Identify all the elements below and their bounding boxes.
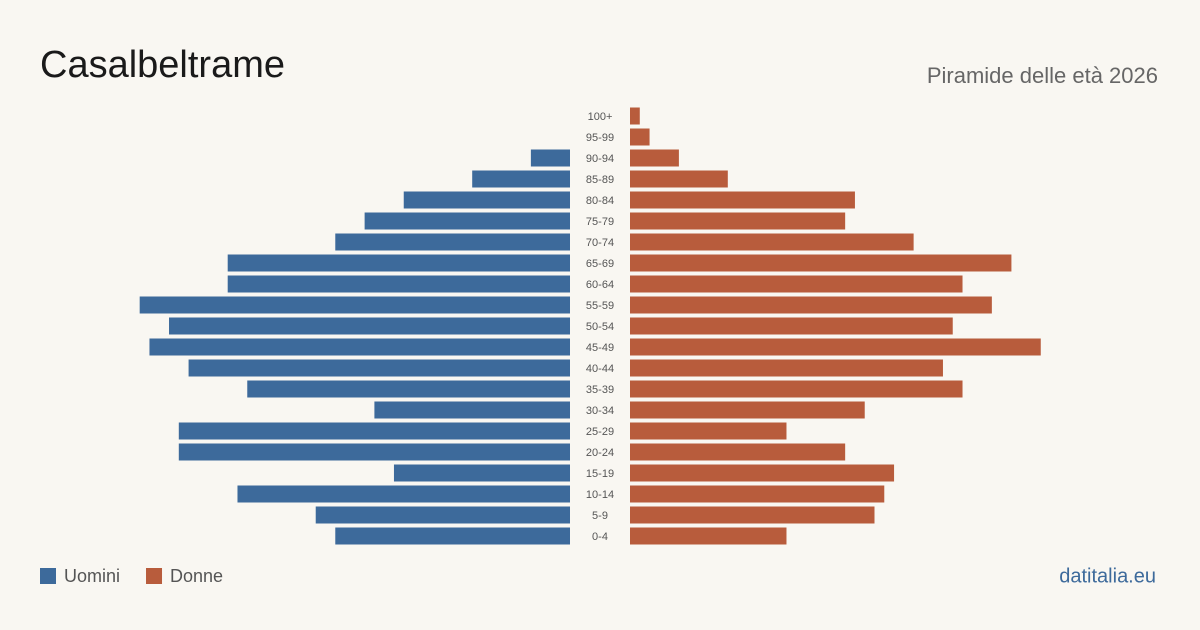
age-label: 50-54	[586, 321, 614, 333]
bar	[630, 380, 963, 398]
age-label: 10-14	[586, 489, 614, 501]
source: datitalia.eu	[1059, 565, 1156, 587]
age-label: 25-29	[586, 426, 614, 438]
bar	[630, 170, 728, 188]
bar	[227, 254, 570, 272]
bar	[178, 422, 571, 440]
bar	[630, 338, 1041, 356]
bar	[374, 401, 570, 419]
bar	[630, 191, 855, 209]
bar	[630, 359, 943, 377]
age-label: 15-19	[586, 468, 614, 480]
legend-swatch	[40, 568, 56, 584]
bar	[630, 527, 787, 545]
bar	[630, 443, 846, 461]
bar	[630, 149, 679, 167]
bar	[169, 317, 570, 335]
bar	[227, 275, 570, 293]
age-label: 65-69	[586, 258, 614, 270]
age-label: 80-84	[586, 195, 614, 207]
bar	[630, 506, 875, 524]
bar	[630, 254, 1012, 272]
bar	[472, 170, 570, 188]
age-label: 30-34	[586, 405, 614, 417]
bar	[630, 485, 885, 503]
age-label: 95-99	[586, 132, 614, 144]
legend-swatch	[146, 568, 163, 584]
age-label: 70-74	[586, 237, 614, 249]
bar	[149, 338, 570, 356]
age-label: 40-44	[586, 363, 614, 375]
bar	[335, 527, 570, 545]
bar	[247, 380, 570, 398]
bar	[335, 233, 570, 251]
bar	[139, 296, 570, 314]
bar	[364, 212, 570, 230]
age-label: 45-49	[586, 342, 614, 354]
bar	[630, 107, 640, 125]
bar	[630, 233, 914, 251]
legend-label: Donne	[170, 566, 223, 586]
bar	[630, 275, 963, 293]
bar	[630, 422, 787, 440]
age-label: 100+	[588, 111, 613, 123]
age-label: 85-89	[586, 174, 614, 186]
bar	[630, 401, 865, 419]
bar	[403, 191, 570, 209]
chart-subtitle: Piramide delle età 2026	[927, 63, 1158, 88]
bar	[188, 359, 570, 377]
bar	[630, 317, 953, 335]
age-label: 20-24	[586, 447, 614, 459]
age-label: 90-94	[586, 153, 614, 165]
age-label: 75-79	[586, 216, 614, 228]
age-label: 60-64	[586, 279, 614, 291]
bar	[178, 443, 571, 461]
bar	[630, 212, 846, 230]
bar	[315, 506, 570, 524]
bar	[630, 464, 895, 482]
bar	[630, 296, 992, 314]
legend-label: Uomini	[64, 566, 120, 586]
bar	[237, 485, 571, 503]
bar	[530, 149, 570, 167]
age-label: 55-59	[586, 300, 614, 312]
age-label: 35-39	[586, 384, 614, 396]
chart-title: Casalbeltrame	[40, 44, 285, 86]
bar	[393, 464, 570, 482]
age-label: 5-9	[592, 510, 608, 522]
bar	[630, 128, 650, 146]
age-label: 0-4	[592, 531, 608, 543]
